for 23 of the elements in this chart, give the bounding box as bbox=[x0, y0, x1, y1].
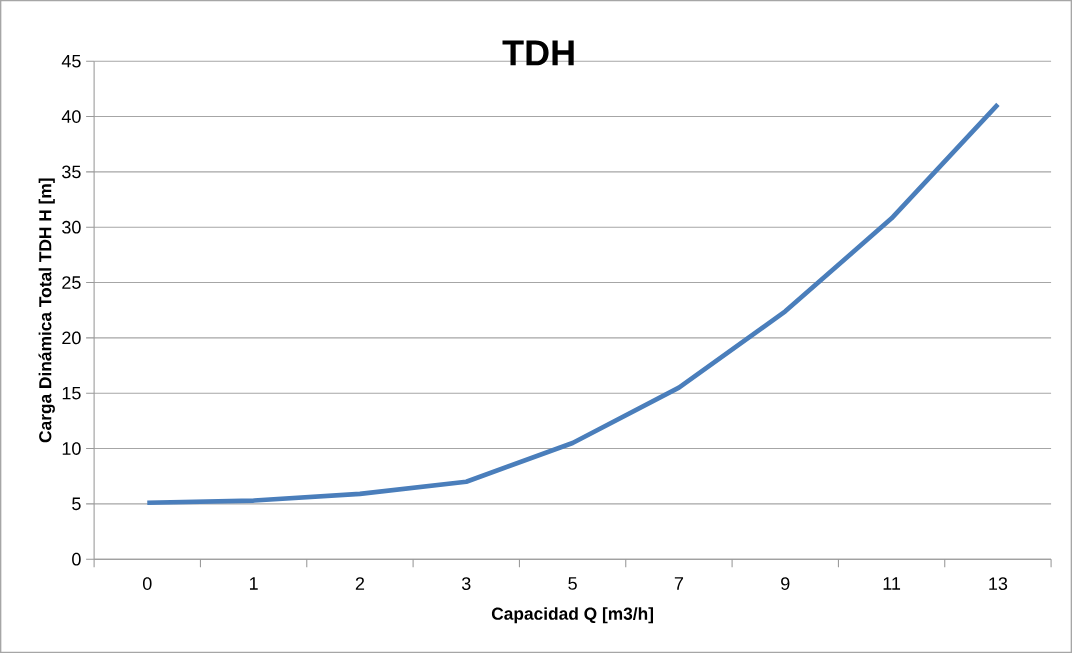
y-tick-label: 45 bbox=[61, 54, 81, 68]
y-tick-label: 20 bbox=[62, 331, 81, 345]
y-tick-label: 30 bbox=[62, 220, 81, 234]
x-axis-title: Capacidad Q [m3/h] bbox=[491, 607, 654, 624]
x-tick-label: 5 bbox=[568, 577, 577, 590]
y-axis-title: Carga Dinámica Total TDH H [m] bbox=[38, 178, 55, 443]
x-tick-label: 0 bbox=[142, 577, 152, 590]
y-tick-label: 25 bbox=[62, 276, 81, 289]
line-series bbox=[144, 102, 1001, 506]
x-tick-label: 13 bbox=[989, 577, 1008, 590]
y-tick-label: 0 bbox=[72, 552, 81, 566]
chart-title: TDH bbox=[502, 40, 574, 66]
y-tick-label: 40 bbox=[61, 110, 81, 123]
x-tick-label: 7 bbox=[674, 577, 684, 590]
y-tick-label: 5 bbox=[72, 497, 81, 511]
x-tick-label: 9 bbox=[781, 577, 790, 590]
x-tick-label: 3 bbox=[461, 577, 471, 590]
y-tick-label: 15 bbox=[62, 386, 81, 400]
y-tick-label: 10 bbox=[62, 442, 81, 455]
x-tick-label: 1 bbox=[249, 577, 258, 590]
y-tick-label: 35 bbox=[62, 165, 81, 179]
x-tick-label: 11 bbox=[883, 577, 901, 590]
x-tick-label: 2 bbox=[355, 577, 365, 590]
